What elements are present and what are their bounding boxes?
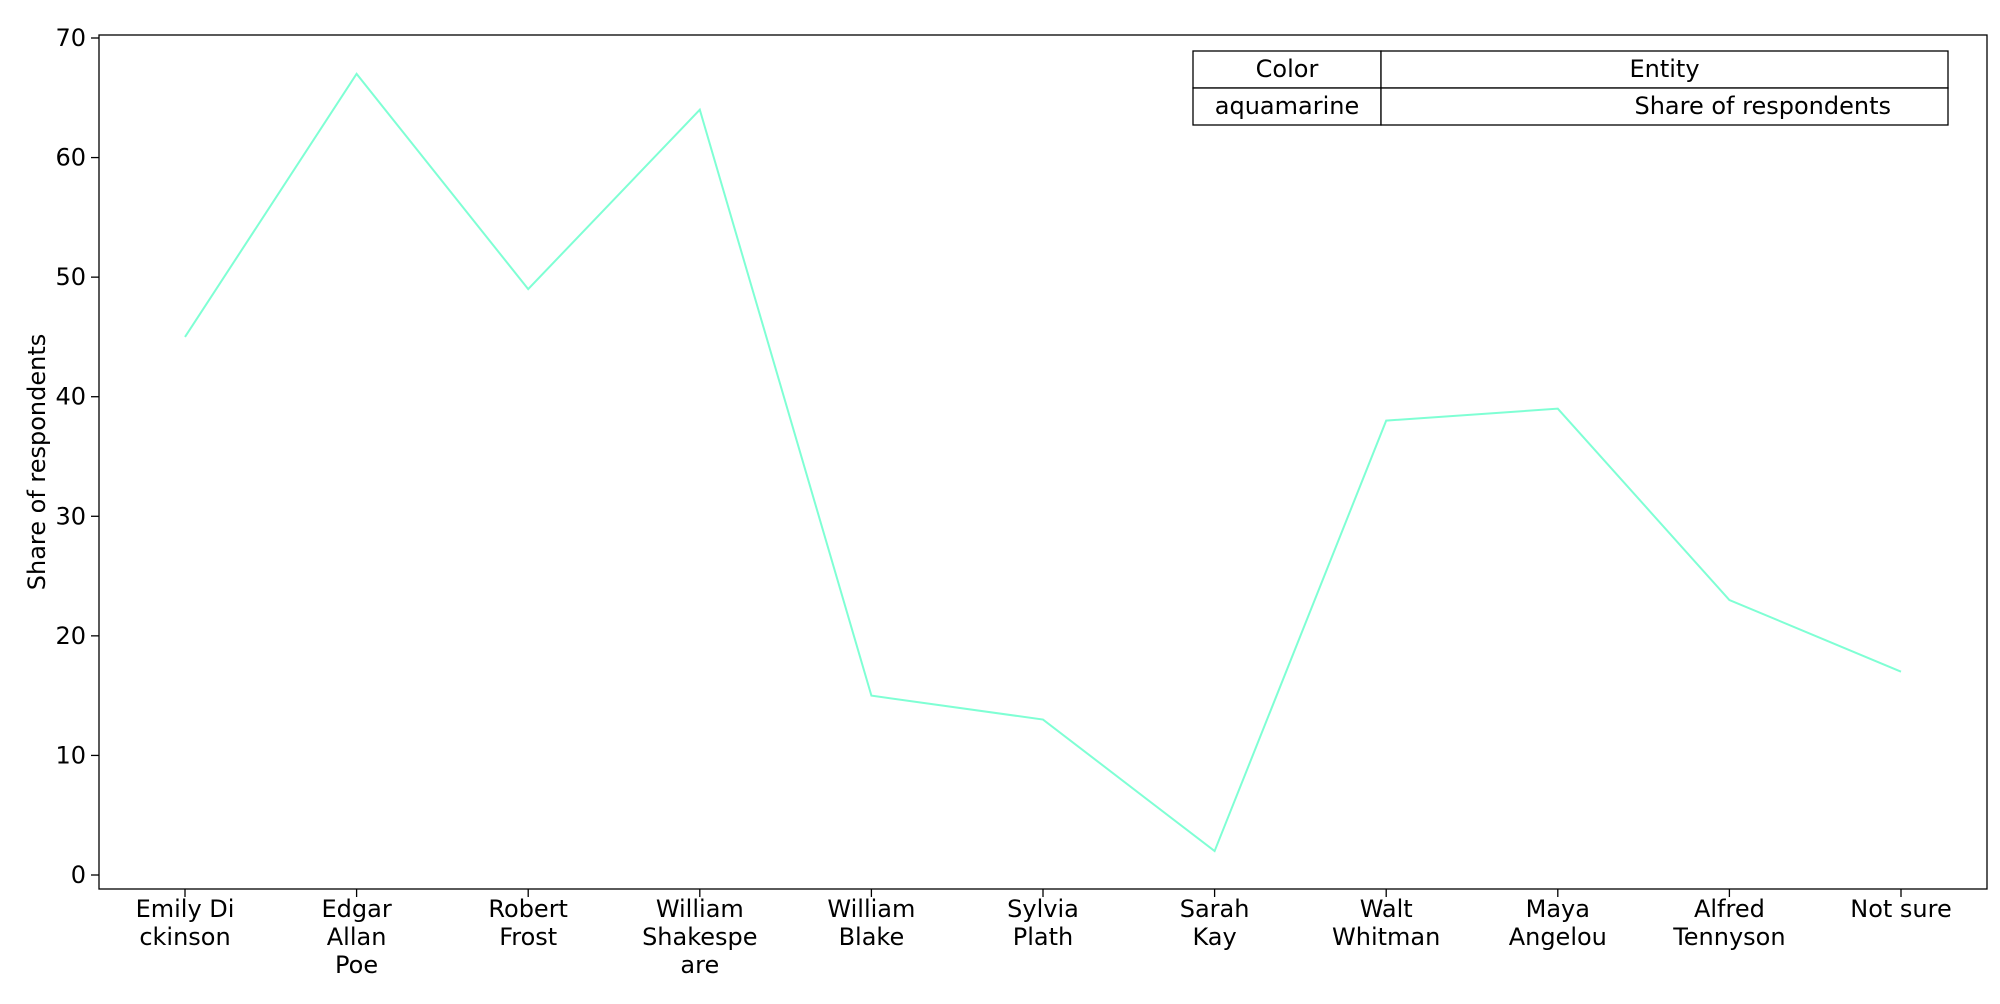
y-tick-label: 40: [55, 383, 86, 411]
y-tick-label: 10: [55, 741, 86, 769]
legend-color-name: aquamarine: [1215, 92, 1359, 120]
y-tick-label: 20: [55, 622, 86, 650]
y-axis: 0 10 20 30 40 50 60 70: [55, 24, 99, 889]
legend-table: Color Entity aquamarine Share of respondent…: [1193, 51, 1948, 125]
plot-frame: [99, 35, 1987, 889]
y-tick-label: 60: [55, 144, 86, 172]
y-tick-label: 50: [55, 263, 86, 291]
y-axis-title: Share of respondents: [23, 334, 51, 591]
legend-entity-header: Entity: [1629, 55, 1699, 83]
series-line: [185, 74, 1901, 851]
x-tick-label: Not sure: [1850, 895, 1952, 923]
y-tick-label: 70: [55, 24, 86, 52]
series-layer: [185, 74, 1901, 851]
legend-entity-name: Share of respondents: [1634, 92, 1891, 120]
y-tick-label: 30: [55, 502, 86, 530]
legend-color-header: Color: [1256, 55, 1319, 83]
y-tick-label: 0: [71, 861, 86, 889]
y-axis-title-group: Share of respondents: [23, 334, 51, 591]
